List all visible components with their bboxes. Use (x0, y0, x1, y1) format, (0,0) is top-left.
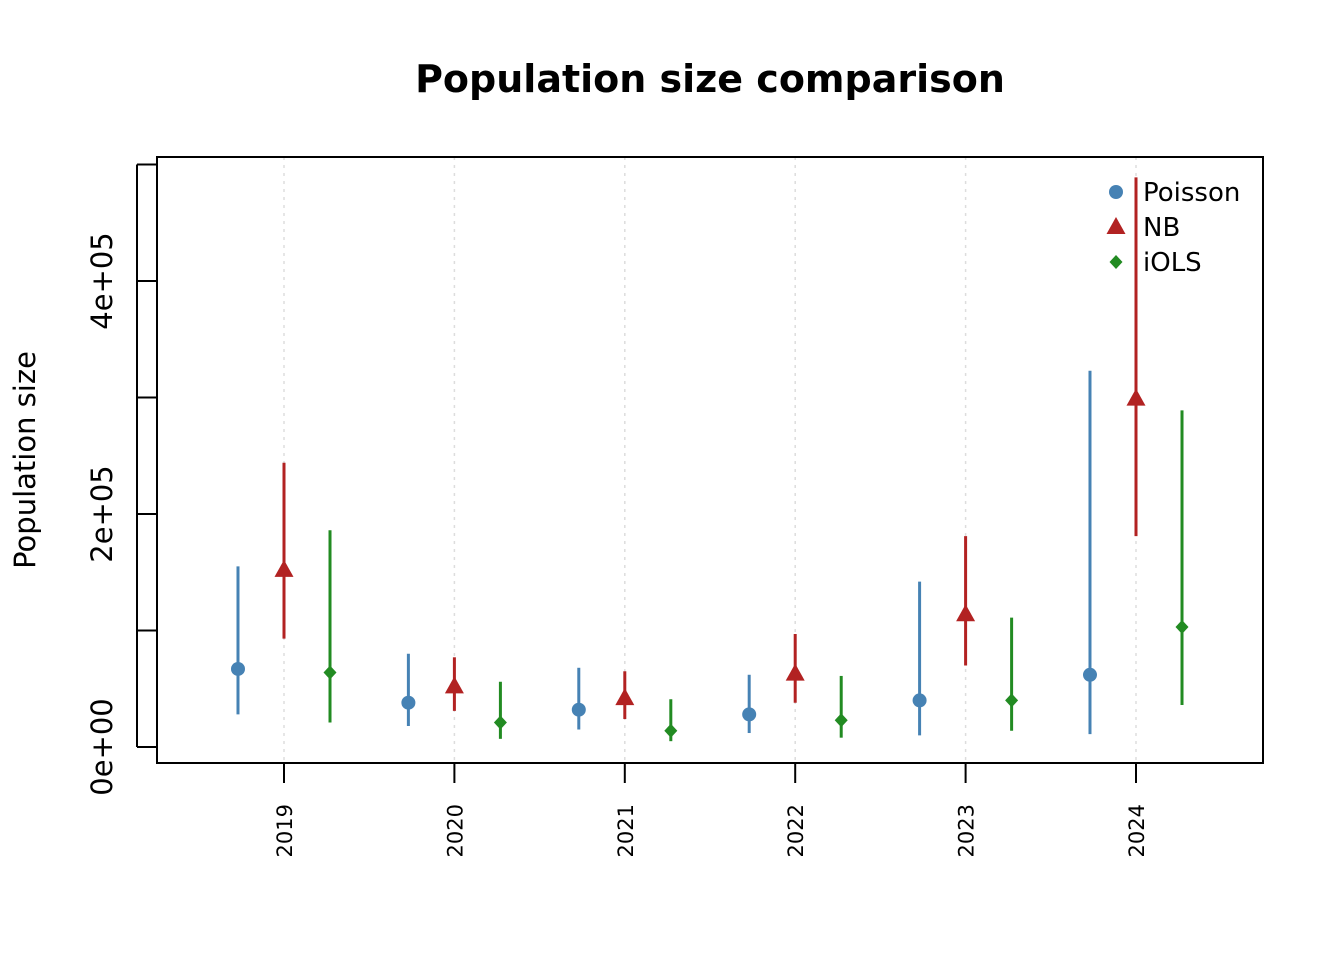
point-iols-2020 (493, 715, 507, 730)
chart-title: Population size comparison (415, 57, 1005, 101)
y-tick-label: 4e+05 (85, 232, 119, 330)
point-iols-2024 (1175, 620, 1189, 635)
x-tick-label-2020: 2020 (443, 804, 467, 857)
point-iols-2022 (834, 713, 848, 728)
x-tick-label-2023: 2023 (955, 804, 979, 857)
point-poisson-2024 (1082, 667, 1097, 682)
point-poisson-2019 (230, 661, 245, 676)
y-axis: 0e+00 2e+05 4e+05 (85, 163, 157, 796)
point-nb-2021 (615, 688, 635, 706)
point-poisson-2020 (401, 695, 416, 710)
point-nb-2023 (956, 604, 976, 622)
plot-frame (156, 156, 1264, 764)
diamond-icon (1109, 255, 1123, 269)
point-iols-2021 (664, 723, 678, 738)
legend-item-poisson: Poisson (1109, 178, 1240, 208)
point-nb-2024 (1126, 388, 1146, 406)
point-nb-2020 (444, 676, 464, 694)
legend-label: Poisson (1143, 178, 1240, 208)
legend-item-iols: iOLS (1109, 248, 1202, 278)
data-marks (230, 177, 1189, 742)
circle-icon (1109, 185, 1123, 199)
x-tick-label-2021: 2021 (614, 804, 638, 857)
point-nb-2019 (274, 559, 294, 577)
y-tick-label: 0e+00 (85, 698, 119, 796)
point-poisson-2021 (571, 702, 586, 717)
legend-label: NB (1143, 213, 1180, 243)
y-tick-label: 2e+05 (85, 465, 119, 563)
point-nb-2022 (785, 663, 805, 681)
point-iols-2023 (1005, 693, 1019, 708)
legend-label: iOLS (1143, 248, 1202, 278)
x-tick-label-2024: 2024 (1125, 804, 1149, 857)
x-tick-label-2022: 2022 (784, 804, 808, 857)
grid-lines (283, 157, 1137, 763)
point-poisson-2023 (912, 693, 927, 708)
legend-item-nb: NB (1106, 213, 1180, 243)
triangle-icon (1106, 217, 1126, 234)
point-poisson-2022 (742, 707, 757, 722)
x-tick-label-2019: 2019 (273, 804, 297, 857)
legend: Poisson NB iOLS (1106, 178, 1240, 278)
y-axis-label: Population size (8, 351, 42, 569)
point-iols-2019 (323, 665, 337, 680)
x-axis: 2019 2020 2021 2022 2023 2024 (273, 762, 1149, 857)
